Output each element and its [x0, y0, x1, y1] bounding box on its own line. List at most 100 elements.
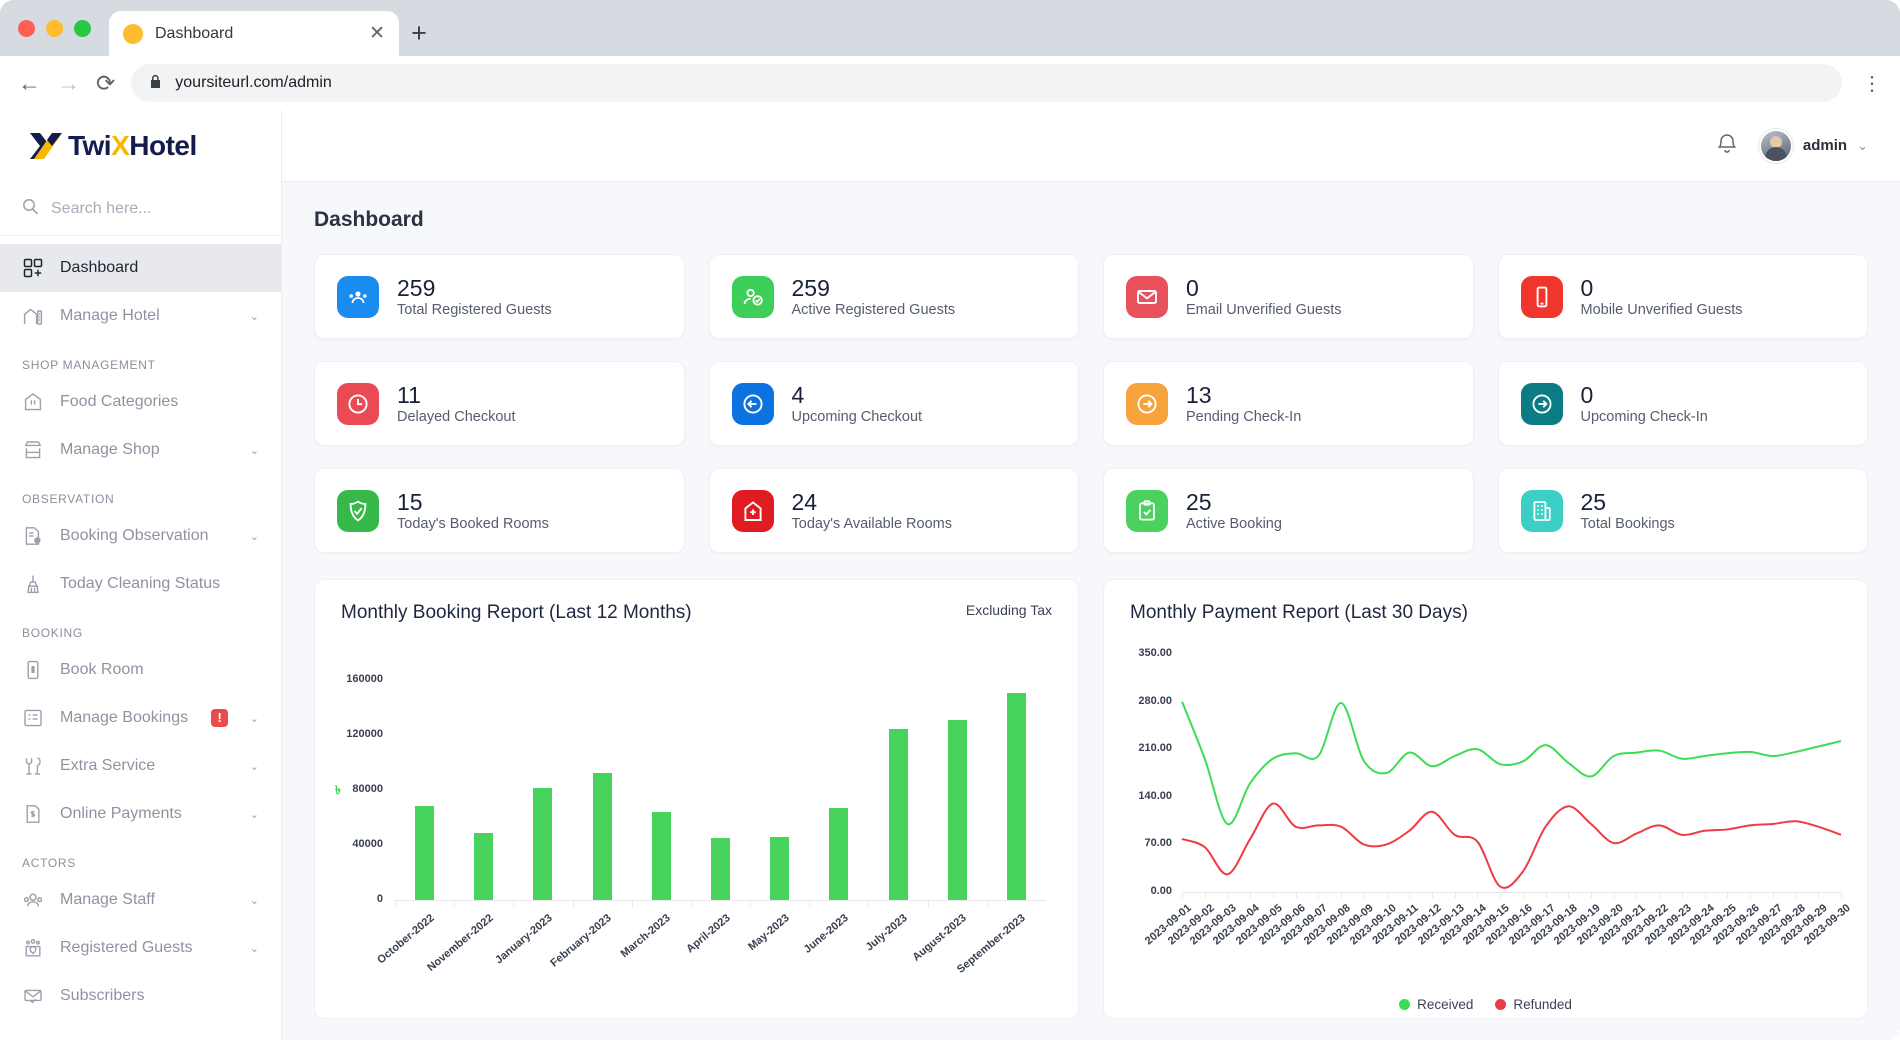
stat-card[interactable]: 25 Active Booking — [1103, 468, 1474, 553]
stat-card[interactable]: 13 Pending Check-In — [1103, 361, 1474, 446]
x-axis-tick — [1681, 892, 1683, 898]
x-axis-tick — [1454, 892, 1456, 898]
maximize-window-button[interactable] — [74, 19, 91, 37]
sidebar-section-title: SHOP MANAGEMENT — [22, 358, 156, 372]
forward-button[interactable]: → — [57, 69, 80, 96]
address-bar[interactable]: yoursiteurl.com/admin — [131, 64, 1842, 102]
back-button[interactable]: ← — [18, 69, 41, 96]
new-tab-button[interactable]: + — [411, 18, 427, 48]
bar[interactable] — [592, 773, 612, 900]
bar[interactable] — [829, 807, 849, 900]
x-axis-line — [1182, 892, 1841, 893]
shop-icon — [22, 439, 44, 461]
bar[interactable] — [947, 719, 967, 900]
checkin-arrow-icon — [1126, 382, 1168, 425]
bar[interactable] — [770, 837, 790, 900]
close-window-button[interactable] — [18, 19, 35, 37]
y-axis-tick-label: 210.00 — [1138, 742, 1172, 755]
sidebar-item-subscribers[interactable]: Subscribers — [0, 972, 281, 1020]
tab-favicon-icon — [123, 23, 143, 44]
stat-label: Upcoming Checkout — [791, 409, 923, 426]
brand-part-2: X — [111, 130, 130, 161]
bar[interactable] — [474, 832, 494, 900]
sidebar-item-manage-shop[interactable]: Manage Shop ⌄ — [0, 426, 281, 474]
sidebar-item-book-room[interactable]: Book Room — [0, 646, 281, 694]
sidebar-item-today-cleaning-status[interactable]: Today Cleaning Status — [0, 560, 281, 608]
x-axis-tick — [513, 900, 515, 907]
notification-bell-icon[interactable] — [1717, 132, 1737, 160]
legend-item[interactable]: Received — [1399, 997, 1473, 1012]
stat-card[interactable]: 15 Today's Booked Rooms — [314, 468, 685, 553]
y-axis-tick-label: 70.00 — [1144, 837, 1172, 850]
sidebar-nav: Dashboard Manage Hotel ⌄ SHOP MANAGEMENT… — [0, 236, 281, 1020]
stat-value: 0 — [1580, 274, 1594, 301]
sidebar-item-manage-hotel[interactable]: Manage Hotel ⌄ — [0, 292, 281, 340]
page-title: Dashboard — [314, 208, 424, 231]
sidebar-item-manage-bookings[interactable]: Manage Bookings ! ⌄ — [0, 694, 281, 742]
line-series[interactable] — [1181, 802, 1842, 889]
close-icon[interactable]: ✕ — [369, 23, 385, 44]
bar[interactable] — [1006, 693, 1026, 900]
window-controls — [18, 0, 109, 56]
sidebar-item-food-categories[interactable]: Food Categories — [0, 378, 281, 426]
legend-color-dot — [1495, 999, 1507, 1010]
sidebar-search[interactable] — [0, 182, 281, 236]
sidebar-section-title: OBSERVATION — [22, 492, 115, 506]
stat-card[interactable]: 0 Mobile Unverified Guests — [1497, 254, 1868, 339]
chevron-down-icon: ⌄ — [249, 808, 259, 821]
y-axis-tick-label: 120000 — [346, 727, 383, 740]
bar[interactable] — [711, 838, 730, 900]
food-store-icon — [22, 391, 44, 413]
tab-title: Dashboard — [155, 24, 234, 42]
x-axis-tick — [1204, 892, 1206, 898]
sidebar-item-label: Subscribers — [60, 987, 145, 1004]
stat-card[interactable]: 0 Email Unverified Guests — [1103, 254, 1474, 339]
chart-title: Monthly Payment Report (Last 30 Days) — [1130, 602, 1468, 623]
browser-tab[interactable]: Dashboard ✕ — [109, 11, 399, 56]
sidebar-item-dashboard[interactable]: Dashboard — [0, 244, 281, 292]
sidebar-item-online-payments[interactable]: Online Payments ⌄ — [0, 790, 281, 838]
chevron-down-icon: ⌄ — [249, 894, 259, 907]
sidebar-item-manage-staff[interactable]: Manage Staff ⌄ — [0, 876, 281, 924]
legend-color-dot — [1399, 999, 1411, 1010]
reload-button[interactable]: ⟳ — [96, 69, 116, 96]
brand-logo[interactable]: TwiXHotel — [0, 110, 281, 182]
lock-icon — [149, 74, 162, 92]
x-axis-tick — [927, 900, 929, 907]
bar[interactable] — [651, 811, 671, 900]
chart-legend: Received Refunded — [1104, 997, 1867, 1012]
x-axis-tick — [1772, 892, 1774, 898]
stat-card[interactable]: 259 Total Registered Guests — [314, 254, 685, 339]
stat-card[interactable]: 0 Upcoming Check-In — [1497, 361, 1868, 446]
x-axis-tick — [1386, 892, 1388, 898]
stat-card[interactable]: 25 Total Bookings — [1497, 468, 1868, 553]
sidebar-item-label: Registered Guests — [60, 939, 193, 956]
shield-check-icon — [337, 489, 379, 532]
mail-check-icon — [22, 985, 44, 1007]
stat-card[interactable]: 11 Delayed Checkout — [314, 361, 685, 446]
stat-value: 25 — [1580, 488, 1607, 515]
sidebar-item-label: Manage Bookings — [60, 709, 189, 726]
bar[interactable] — [533, 788, 553, 900]
charts-row: Monthly Booking Report (Last 12 Months) … — [314, 579, 1868, 1019]
bar[interactable] — [888, 729, 908, 900]
sidebar-item-extra-service[interactable]: Extra Service ⌄ — [0, 742, 281, 790]
monthly-booking-report-card: Monthly Booking Report (Last 12 Months) … — [314, 579, 1079, 1019]
x-axis-tick — [1818, 892, 1820, 898]
browser-menu-button[interactable]: ⋮ — [1862, 72, 1882, 95]
invoice-dollar-icon — [22, 803, 44, 825]
user-menu[interactable]: admin ⌄ — [1758, 128, 1868, 163]
stat-card[interactable]: 24 Today's Available Rooms — [708, 468, 1079, 553]
sidebar-item-registered-guests[interactable]: Registered Guests ⌄ — [0, 924, 281, 972]
brand-part-3: Hotel — [129, 130, 197, 161]
legend-item[interactable]: Refunded — [1495, 997, 1572, 1012]
line-series[interactable] — [1181, 701, 1842, 826]
sidebar-item-booking-observation[interactable]: Booking Observation ⌄ — [0, 512, 281, 560]
bar[interactable] — [415, 806, 435, 900]
stat-card[interactable]: 259 Active Registered Guests — [708, 254, 1079, 339]
search-input[interactable] — [51, 199, 241, 218]
stat-card[interactable]: 4 Upcoming Checkout — [708, 361, 1079, 446]
minimize-window-button[interactable] — [46, 19, 63, 37]
clock-icon — [337, 382, 379, 425]
document-info-icon — [22, 525, 44, 547]
